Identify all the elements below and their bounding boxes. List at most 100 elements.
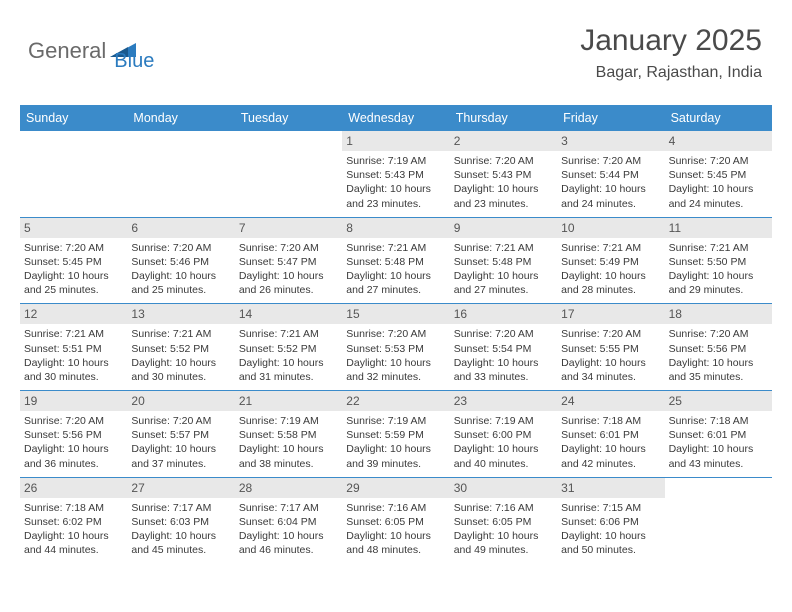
day-cell (20, 131, 127, 217)
day-cell: 16Sunrise: 7:20 AMSunset: 5:54 PMDayligh… (450, 304, 557, 390)
sunset-text: Sunset: 5:50 PM (669, 255, 768, 269)
day-number: 13 (127, 304, 234, 324)
weekday-header: Friday (557, 105, 664, 131)
daylight-text: Daylight: 10 hours and 29 minutes. (669, 269, 768, 297)
sunrise-text: Sunrise: 7:21 AM (561, 241, 660, 255)
day-cell: 9Sunrise: 7:21 AMSunset: 5:48 PMDaylight… (450, 218, 557, 304)
daylight-text: Daylight: 10 hours and 46 minutes. (239, 529, 338, 557)
day-cell: 28Sunrise: 7:17 AMSunset: 6:04 PMDayligh… (235, 478, 342, 564)
day-number: 8 (342, 218, 449, 238)
day-number (235, 131, 342, 137)
sunrise-text: Sunrise: 7:21 AM (454, 241, 553, 255)
day-number: 24 (557, 391, 664, 411)
day-number: 11 (665, 218, 772, 238)
daylight-text: Daylight: 10 hours and 38 minutes. (239, 442, 338, 470)
day-number: 7 (235, 218, 342, 238)
day-cell: 13Sunrise: 7:21 AMSunset: 5:52 PMDayligh… (127, 304, 234, 390)
day-cell: 14Sunrise: 7:21 AMSunset: 5:52 PMDayligh… (235, 304, 342, 390)
day-number: 15 (342, 304, 449, 324)
daylight-text: Daylight: 10 hours and 35 minutes. (669, 356, 768, 384)
weekday-header: Thursday (450, 105, 557, 131)
day-cell: 6Sunrise: 7:20 AMSunset: 5:46 PMDaylight… (127, 218, 234, 304)
day-number: 6 (127, 218, 234, 238)
day-number: 1 (342, 131, 449, 151)
day-cell: 4Sunrise: 7:20 AMSunset: 5:45 PMDaylight… (665, 131, 772, 217)
day-cell: 8Sunrise: 7:21 AMSunset: 5:48 PMDaylight… (342, 218, 449, 304)
sunrise-text: Sunrise: 7:19 AM (239, 414, 338, 428)
sunrise-text: Sunrise: 7:20 AM (131, 414, 230, 428)
daylight-text: Daylight: 10 hours and 25 minutes. (131, 269, 230, 297)
sunrise-text: Sunrise: 7:20 AM (454, 154, 553, 168)
day-number: 16 (450, 304, 557, 324)
daylight-text: Daylight: 10 hours and 42 minutes. (561, 442, 660, 470)
day-number: 21 (235, 391, 342, 411)
day-cell: 19Sunrise: 7:20 AMSunset: 5:56 PMDayligh… (20, 391, 127, 477)
sunset-text: Sunset: 6:00 PM (454, 428, 553, 442)
day-number: 5 (20, 218, 127, 238)
sunset-text: Sunset: 5:56 PM (24, 428, 123, 442)
day-cell: 1Sunrise: 7:19 AMSunset: 5:43 PMDaylight… (342, 131, 449, 217)
day-number: 27 (127, 478, 234, 498)
sunset-text: Sunset: 5:45 PM (669, 168, 768, 182)
sunset-text: Sunset: 5:54 PM (454, 342, 553, 356)
weekday-header: Sunday (20, 105, 127, 131)
daylight-text: Daylight: 10 hours and 37 minutes. (131, 442, 230, 470)
daylight-text: Daylight: 10 hours and 39 minutes. (346, 442, 445, 470)
sunrise-text: Sunrise: 7:20 AM (561, 327, 660, 341)
sunset-text: Sunset: 5:51 PM (24, 342, 123, 356)
daylight-text: Daylight: 10 hours and 50 minutes. (561, 529, 660, 557)
sunrise-text: Sunrise: 7:18 AM (669, 414, 768, 428)
day-number: 28 (235, 478, 342, 498)
day-cell: 29Sunrise: 7:16 AMSunset: 6:05 PMDayligh… (342, 478, 449, 564)
week-row: 5Sunrise: 7:20 AMSunset: 5:45 PMDaylight… (20, 218, 772, 305)
sunset-text: Sunset: 5:56 PM (669, 342, 768, 356)
weekday-header-row: Sunday Monday Tuesday Wednesday Thursday… (20, 105, 772, 131)
sunset-text: Sunset: 5:58 PM (239, 428, 338, 442)
sunset-text: Sunset: 6:05 PM (346, 515, 445, 529)
daylight-text: Daylight: 10 hours and 48 minutes. (346, 529, 445, 557)
sunset-text: Sunset: 6:02 PM (24, 515, 123, 529)
sunrise-text: Sunrise: 7:16 AM (346, 501, 445, 515)
day-number: 19 (20, 391, 127, 411)
day-cell: 18 Sunrise: 7:20 AMSunset: 5:56 PMDayligh… (665, 304, 772, 390)
daylight-text: Daylight: 10 hours and 30 minutes. (131, 356, 230, 384)
day-number: 12 (20, 304, 127, 324)
sunset-text: Sunset: 5:48 PM (346, 255, 445, 269)
sunset-text: Sunset: 5:57 PM (131, 428, 230, 442)
day-number: 23 (450, 391, 557, 411)
day-number: 25 (665, 391, 772, 411)
sunrise-text: Sunrise: 7:17 AM (239, 501, 338, 515)
sunrise-text: Sunrise: 7:18 AM (24, 501, 123, 515)
day-cell: 3Sunrise: 7:20 AMSunset: 5:44 PMDaylight… (557, 131, 664, 217)
day-number: 18 (665, 304, 772, 324)
sunrise-text: Sunrise: 7:16 AM (454, 501, 553, 515)
day-number (127, 131, 234, 137)
day-number: 2 (450, 131, 557, 151)
sunrise-text: Sunrise: 7:20 AM (131, 241, 230, 255)
calendar: Sunday Monday Tuesday Wednesday Thursday… (20, 105, 772, 563)
daylight-text: Daylight: 10 hours and 24 minutes. (669, 182, 768, 210)
day-cell: 20Sunrise: 7:20 AMSunset: 5:57 PMDayligh… (127, 391, 234, 477)
weekday-header: Tuesday (235, 105, 342, 131)
weekday-header: Wednesday (342, 105, 449, 131)
sunset-text: Sunset: 5:47 PM (239, 255, 338, 269)
sunset-text: Sunset: 5:48 PM (454, 255, 553, 269)
day-cell: 5Sunrise: 7:20 AMSunset: 5:45 PMDaylight… (20, 218, 127, 304)
daylight-text: Daylight: 10 hours and 40 minutes. (454, 442, 553, 470)
daylight-text: Daylight: 10 hours and 36 minutes. (24, 442, 123, 470)
sunrise-text: Sunrise: 7:20 AM (669, 327, 768, 341)
logo-text-general: General (28, 38, 106, 64)
day-cell: 30Sunrise: 7:16 AMSunset: 6:05 PMDayligh… (450, 478, 557, 564)
day-number: 22 (342, 391, 449, 411)
sunset-text: Sunset: 6:06 PM (561, 515, 660, 529)
sunrise-text: Sunrise: 7:20 AM (454, 327, 553, 341)
day-number: 31 (557, 478, 664, 498)
sunrise-text: Sunrise: 7:19 AM (346, 154, 445, 168)
week-row: 1Sunrise: 7:19 AMSunset: 5:43 PMDaylight… (20, 131, 772, 218)
sunrise-text: Sunrise: 7:20 AM (346, 327, 445, 341)
sunset-text: Sunset: 6:01 PM (561, 428, 660, 442)
sunrise-text: Sunrise: 7:21 AM (346, 241, 445, 255)
day-cell (235, 131, 342, 217)
daylight-text: Daylight: 10 hours and 45 minutes. (131, 529, 230, 557)
sunrise-text: Sunrise: 7:19 AM (346, 414, 445, 428)
